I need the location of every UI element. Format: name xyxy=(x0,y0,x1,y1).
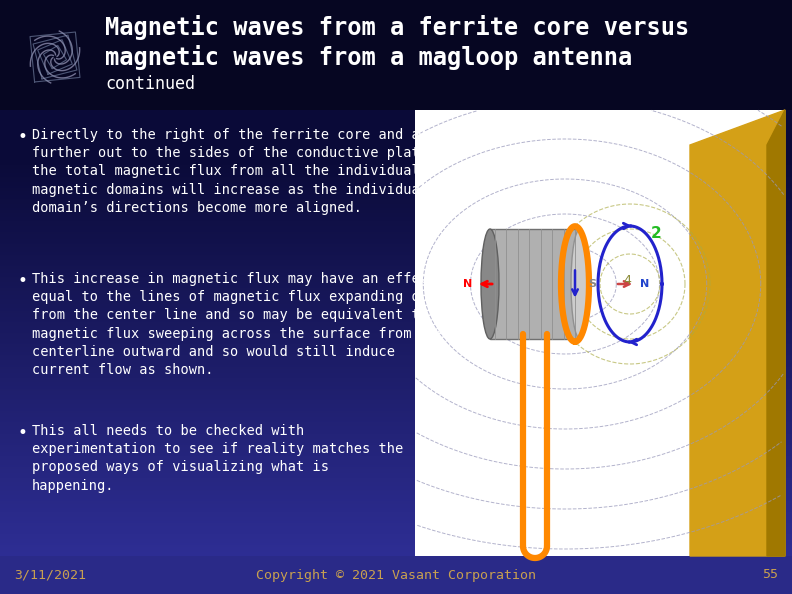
Bar xyxy=(0,556,792,594)
Text: This all needs to be checked with
experimentation to see if reality matches the
: This all needs to be checked with experi… xyxy=(32,424,403,492)
Text: This increase in magnetic flux may have an effect
equal to the lines of magnetic: This increase in magnetic flux may have … xyxy=(32,272,444,377)
Bar xyxy=(490,229,580,339)
Text: •: • xyxy=(18,272,28,290)
Text: N: N xyxy=(463,279,473,289)
Bar xyxy=(0,156,792,594)
Text: Magnetic waves from a ferrite core versus: Magnetic waves from a ferrite core versu… xyxy=(105,15,689,40)
Text: S: S xyxy=(588,279,596,289)
Text: magnetic waves from a magloop antenna: magnetic waves from a magloop antenna xyxy=(105,46,632,71)
Text: continued: continued xyxy=(105,75,195,93)
Bar xyxy=(0,0,792,156)
Polygon shape xyxy=(767,110,785,556)
Text: N: N xyxy=(641,279,649,289)
Text: 2: 2 xyxy=(650,226,661,242)
Bar xyxy=(0,0,792,110)
Text: •: • xyxy=(18,128,28,146)
Text: Directly to the right of the ferrite core and also
further out to the sides of t: Directly to the right of the ferrite cor… xyxy=(32,128,444,214)
Text: Copyright © 2021 Vasant Corporation: Copyright © 2021 Vasant Corporation xyxy=(256,568,536,582)
Polygon shape xyxy=(690,110,785,556)
Ellipse shape xyxy=(481,229,499,339)
Text: 4: 4 xyxy=(623,274,631,287)
Ellipse shape xyxy=(571,229,589,339)
Bar xyxy=(415,110,785,556)
Text: •: • xyxy=(18,424,28,442)
Text: 55: 55 xyxy=(762,568,778,582)
Text: 3/11/2021: 3/11/2021 xyxy=(14,568,86,582)
